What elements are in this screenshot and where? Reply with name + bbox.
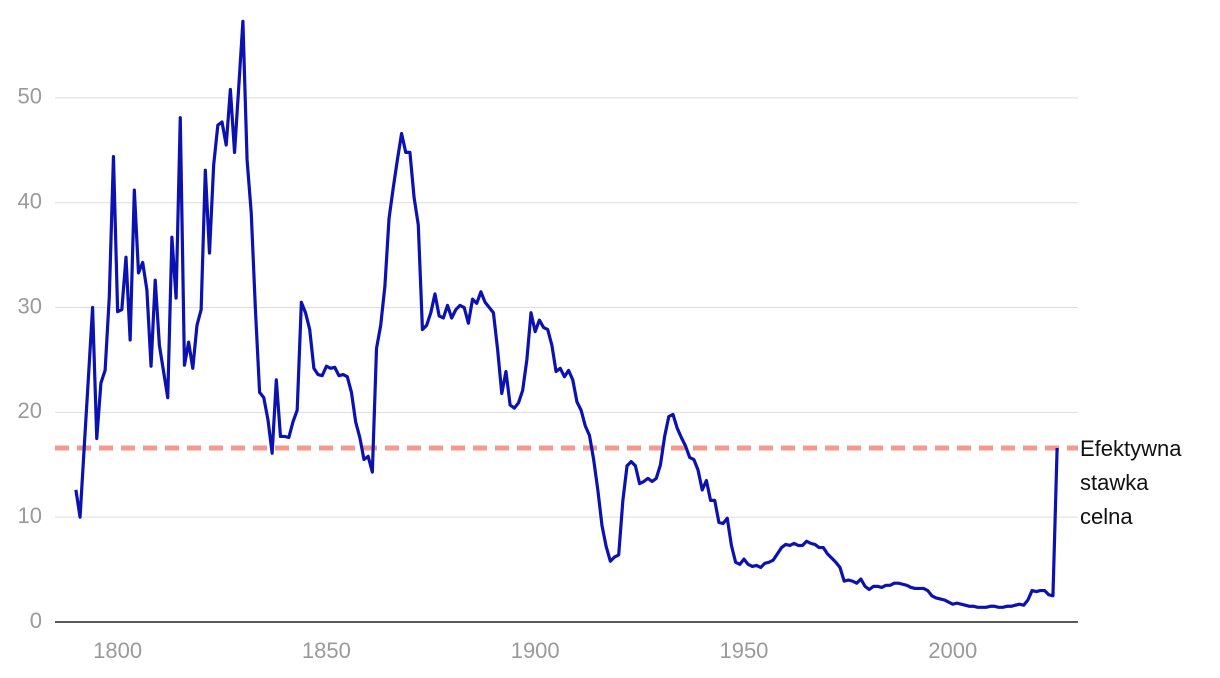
y-tick-label: 10 <box>18 503 42 528</box>
y-tick-label: 50 <box>18 84 42 109</box>
y-tick-label: 30 <box>18 293 42 318</box>
reference-label-line: stawka <box>1080 470 1149 495</box>
y-tick-label: 40 <box>18 189 42 214</box>
x-tick-label: 1800 <box>93 638 142 663</box>
reference-label-line: Efektywna <box>1080 436 1182 461</box>
x-tick-label: 1900 <box>511 638 560 663</box>
reference-label-line: celna <box>1080 504 1133 529</box>
x-tick-label: 2000 <box>928 638 977 663</box>
x-tick-label: 1950 <box>719 638 768 663</box>
data-line <box>74 19 1059 609</box>
y-tick-label: 20 <box>18 398 42 423</box>
reference-label: Efektywna stawka celna <box>1080 436 1182 529</box>
x-tick-label: 1850 <box>302 638 351 663</box>
y-tick-label: 0 <box>30 608 42 633</box>
